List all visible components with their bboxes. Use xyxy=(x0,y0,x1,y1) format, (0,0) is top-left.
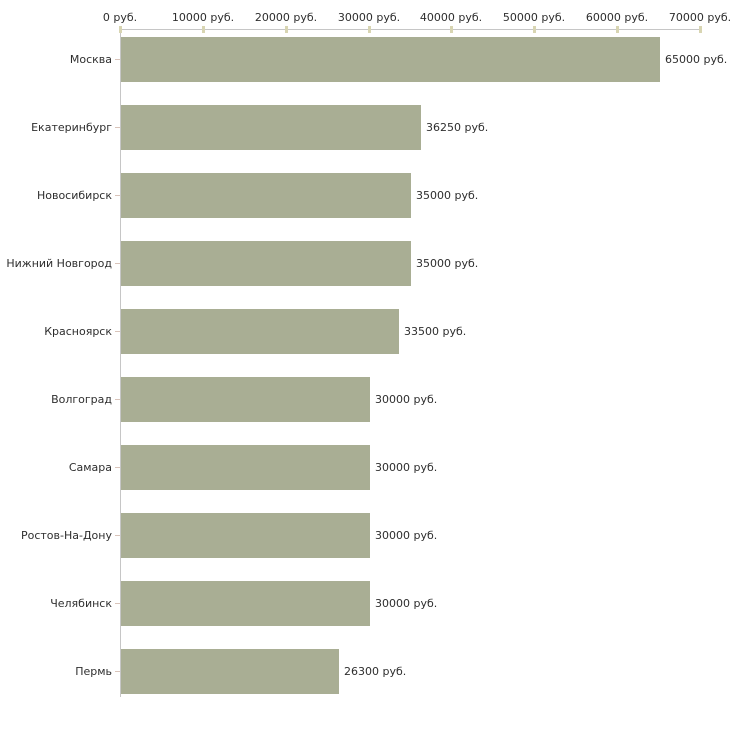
category-tick xyxy=(115,331,120,332)
value-label: 30000 руб. xyxy=(375,393,438,406)
bar xyxy=(121,37,660,82)
value-label: 36250 руб. xyxy=(426,121,489,134)
x-axis-tick-label: 30000 руб. xyxy=(337,11,401,24)
x-axis-tick xyxy=(285,26,288,33)
value-label: 30000 руб. xyxy=(375,597,438,610)
category-label: Пермь xyxy=(75,665,112,678)
category-tick xyxy=(115,195,120,196)
y-axis-line xyxy=(120,29,121,697)
bar xyxy=(121,105,421,150)
x-axis-line xyxy=(120,29,701,30)
bar xyxy=(121,173,411,218)
x-axis-tick xyxy=(202,26,205,33)
value-label: 33500 руб. xyxy=(404,325,467,338)
bar xyxy=(121,649,339,694)
category-label: Екатеринбург xyxy=(31,121,112,134)
x-axis-tick-label: 20000 руб. xyxy=(254,11,318,24)
x-axis-tick-label: 70000 руб. xyxy=(668,11,730,24)
category-label: Новосибирск xyxy=(36,189,112,202)
x-axis-tick xyxy=(533,26,536,33)
value-label: 35000 руб. xyxy=(416,257,479,270)
category-tick xyxy=(115,467,120,468)
value-label: 26300 руб. xyxy=(344,665,407,678)
bar xyxy=(121,241,411,286)
category-label: Челябинск xyxy=(50,597,112,610)
category-tick xyxy=(115,671,120,672)
category-label: Ростов-На-Дону xyxy=(20,529,112,542)
category-label: Волгоград xyxy=(51,393,112,406)
category-tick xyxy=(115,59,120,60)
category-label: Самара xyxy=(68,461,112,474)
x-axis-tick xyxy=(699,26,702,33)
x-axis-tick xyxy=(119,26,122,33)
value-label: 65000 руб. xyxy=(665,53,728,66)
x-axis-tick-label: 60000 руб. xyxy=(585,11,649,24)
value-label: 35000 руб. xyxy=(416,189,479,202)
bar xyxy=(121,309,399,354)
category-tick xyxy=(115,127,120,128)
bar xyxy=(121,513,370,558)
category-tick xyxy=(115,263,120,264)
category-tick xyxy=(115,603,120,604)
x-axis-tick-label: 50000 руб. xyxy=(502,11,566,24)
x-axis-tick xyxy=(368,26,371,33)
value-label: 30000 руб. xyxy=(375,461,438,474)
category-label: Москва xyxy=(69,53,112,66)
x-axis-tick xyxy=(450,26,453,33)
category-tick xyxy=(115,399,120,400)
bar xyxy=(121,377,370,422)
category-label: Нижний Новгород xyxy=(6,257,112,270)
x-axis-tick xyxy=(616,26,619,33)
bar xyxy=(121,581,370,626)
bar xyxy=(121,445,370,490)
x-axis-tick-label: 40000 руб. xyxy=(419,11,483,24)
x-axis-tick-label: 10000 руб. xyxy=(171,11,235,24)
category-tick xyxy=(115,535,120,536)
category-label: Красноярск xyxy=(44,325,112,338)
x-axis-tick-label: 0 руб. xyxy=(102,11,138,24)
value-label: 30000 руб. xyxy=(375,529,438,542)
